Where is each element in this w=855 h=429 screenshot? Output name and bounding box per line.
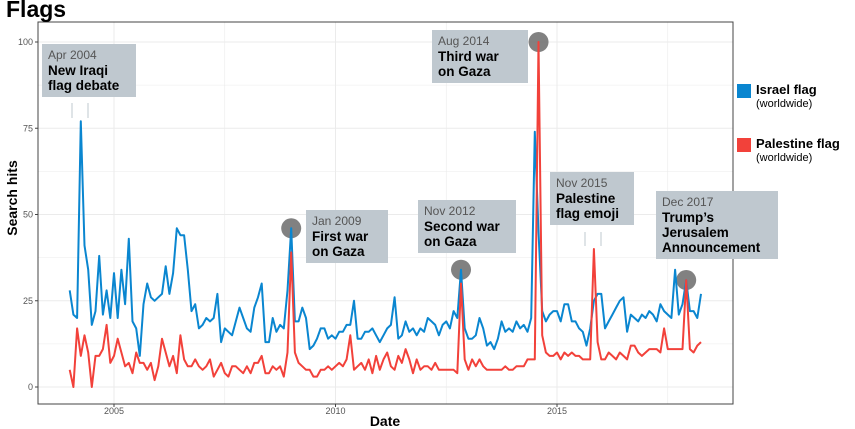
- annotation-date: Apr 2004: [48, 48, 97, 62]
- y-tick-label: 75: [23, 123, 33, 133]
- y-tick-label: 25: [23, 296, 33, 306]
- annotation-second-war: Nov 2012 Second war on Gaza: [418, 200, 516, 253]
- annotation-text: Palestine flag emoji: [556, 191, 620, 221]
- y-tick-label: 100: [18, 37, 33, 47]
- annotation-jerusalem: Dec 2017 Trump’s Jerusalem Announcement: [656, 191, 778, 259]
- chart-title: Flags: [6, 0, 67, 22]
- legend-label: Israel flag: [756, 82, 817, 97]
- annotation-first-war: Jan 2009 First war on Gaza: [306, 210, 388, 263]
- annotation-text: Second war on Gaza: [424, 219, 500, 249]
- annotation-third-war: Aug 2014 Third war on Gaza: [432, 30, 528, 83]
- legend-sublabel: (worldwide): [756, 152, 813, 164]
- legend-swatch: [737, 84, 751, 98]
- annotation-text: Third war on Gaza: [438, 49, 499, 79]
- x-tick-label: 2015: [547, 406, 567, 416]
- annotation-text: Trump’s Jerusalem Announcement: [662, 210, 761, 255]
- annotation-date: Nov 2015: [556, 176, 608, 190]
- annotation-text: New Iraqi flag debate: [48, 63, 120, 93]
- x-axis-label: Date: [369, 413, 401, 429]
- annotation-date: Nov 2012: [424, 204, 476, 218]
- annotation-iraqi-flag: Apr 2004 New Iraqi flag debate: [42, 44, 136, 97]
- legend-swatch: [737, 138, 751, 152]
- x-tick-label: 2010: [325, 406, 345, 416]
- annotation-date: Aug 2014: [438, 34, 490, 48]
- series-line-palestine: [68, 41, 702, 388]
- annotation-flag-emoji: Nov 2015 Palestine flag emoji: [550, 172, 634, 225]
- annotation-date: Dec 2017: [662, 195, 714, 209]
- x-tick-label: 2005: [104, 406, 124, 416]
- legend-label: Palestine flag: [756, 136, 840, 151]
- annotation-date: Jan 2009: [312, 214, 362, 228]
- legend-sublabel: (worldwide): [756, 98, 813, 110]
- y-tick-label: 0: [28, 382, 33, 392]
- y-tick-label: 50: [23, 210, 33, 220]
- annotation-text: First war on Gaza: [312, 229, 369, 259]
- y-axis-label: Search hits: [4, 160, 20, 236]
